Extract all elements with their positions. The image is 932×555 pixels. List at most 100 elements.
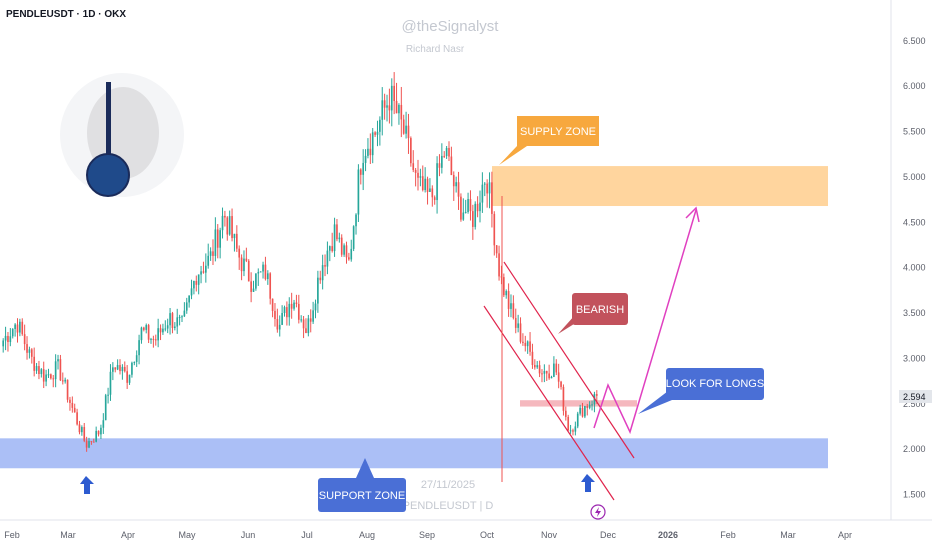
lightning-icon[interactable] <box>590 504 606 520</box>
candle-body <box>309 318 312 322</box>
candle-body <box>214 229 217 256</box>
candle-body <box>405 125 407 134</box>
candle-body <box>307 318 310 334</box>
candle-body <box>174 326 176 329</box>
candle-body <box>224 215 226 218</box>
candle-body <box>112 367 114 372</box>
candle-body <box>486 183 488 194</box>
channel-upper-line[interactable] <box>503 261 635 459</box>
candle-body <box>424 178 426 191</box>
candle-body <box>493 213 496 246</box>
pendle-logo-icon <box>60 73 184 197</box>
supply-zone-zone <box>492 166 828 207</box>
candle-body <box>2 340 5 347</box>
candle-body <box>243 258 245 272</box>
candle-body <box>400 104 403 120</box>
candle-body <box>529 341 531 352</box>
candle-body <box>123 366 126 372</box>
candle-body <box>145 325 148 330</box>
symbol-title[interactable]: PENDLEUSDT · 1D · OKX <box>6 9 126 20</box>
candle-body <box>536 365 539 368</box>
candle-body <box>116 365 119 370</box>
candle-body <box>383 100 386 108</box>
candle-body <box>109 371 112 395</box>
candle-body <box>417 172 419 178</box>
candle-body <box>131 362 133 375</box>
candle-body <box>474 203 477 227</box>
candle-body <box>162 328 164 333</box>
candle-body <box>69 399 71 403</box>
candle-body <box>233 233 236 239</box>
candle-body <box>379 119 381 132</box>
candle-body <box>193 280 195 289</box>
x-tick-label: Apr <box>121 530 135 540</box>
candle-body <box>438 163 441 168</box>
candle-body <box>441 155 443 168</box>
candle-body <box>266 273 269 280</box>
candle-body <box>119 365 121 372</box>
supply-zone-label[interactable]: SUPPLY ZONE <box>499 116 599 165</box>
candle-body <box>54 361 57 380</box>
projection-path[interactable] <box>593 209 697 435</box>
candle-body <box>381 100 384 120</box>
x-tick-label: Sep <box>419 530 435 540</box>
candle-body <box>264 264 267 280</box>
channel-lower-line[interactable] <box>483 305 615 501</box>
candle-body <box>23 334 26 345</box>
candle-body <box>245 258 248 261</box>
x-tick-label: Feb <box>4 530 20 540</box>
candle-body <box>402 119 405 134</box>
candle-body <box>21 321 24 335</box>
time-axis[interactable]: Feb Mar Apr May Jun Jul Aug Sep Oct Nov Dec 2026 Feb… <box>0 519 932 540</box>
bottom-date: 27/11/2025 <box>421 479 475 491</box>
candle-body <box>200 271 202 275</box>
candle-body <box>128 374 131 383</box>
candle-body <box>169 313 171 326</box>
candle-body <box>250 281 252 292</box>
candle-body <box>90 441 93 443</box>
candle-body <box>421 176 424 191</box>
candle-body <box>517 323 519 328</box>
x-tick-label: Dec <box>600 530 617 540</box>
candle-body <box>171 313 174 329</box>
candle-body <box>483 183 486 185</box>
candle-body <box>52 378 55 380</box>
y-tick-label: 6.000 <box>903 81 926 91</box>
candle-body <box>367 148 369 156</box>
x-tick-label: Feb <box>720 530 736 540</box>
support-zone-label[interactable]: SUPPORT ZONE <box>318 458 406 512</box>
candle-body <box>579 407 581 414</box>
candle-body <box>314 303 317 311</box>
candle-body <box>328 246 331 251</box>
candle-body <box>276 319 279 330</box>
candle-body <box>286 307 288 318</box>
candle-body <box>553 363 555 377</box>
candle-body <box>371 132 374 156</box>
candle-body <box>204 265 207 273</box>
candle-body <box>376 131 379 135</box>
candle-body <box>185 302 188 311</box>
candle-body <box>557 372 560 382</box>
candle-body <box>572 430 574 432</box>
candle-body <box>147 325 150 340</box>
bearish-label[interactable]: BEARISH <box>558 293 628 334</box>
candle-body <box>231 216 233 239</box>
candle-body <box>562 386 565 411</box>
y-tick-label: 5.000 <box>903 172 926 182</box>
candle-body <box>140 327 143 341</box>
candle-body <box>488 182 491 194</box>
candle-body <box>386 105 388 108</box>
candle-body <box>100 427 102 435</box>
candle-body <box>121 366 124 372</box>
candle-body <box>257 272 260 274</box>
candle-body <box>11 328 14 337</box>
candle-body <box>333 224 336 252</box>
support-zone-zone <box>0 438 828 469</box>
price-axis[interactable]: 6.500 6.000 5.500 5.000 4.500 4.000 3.500 3.000… <box>890 0 926 520</box>
look-for-longs-label[interactable]: LOOK FOR LONGS <box>638 368 764 414</box>
candle-body <box>288 303 291 318</box>
candle-body <box>317 277 319 304</box>
bottom-symbol: PENDLEUSDT | D <box>403 500 494 512</box>
candle-body <box>502 277 505 296</box>
